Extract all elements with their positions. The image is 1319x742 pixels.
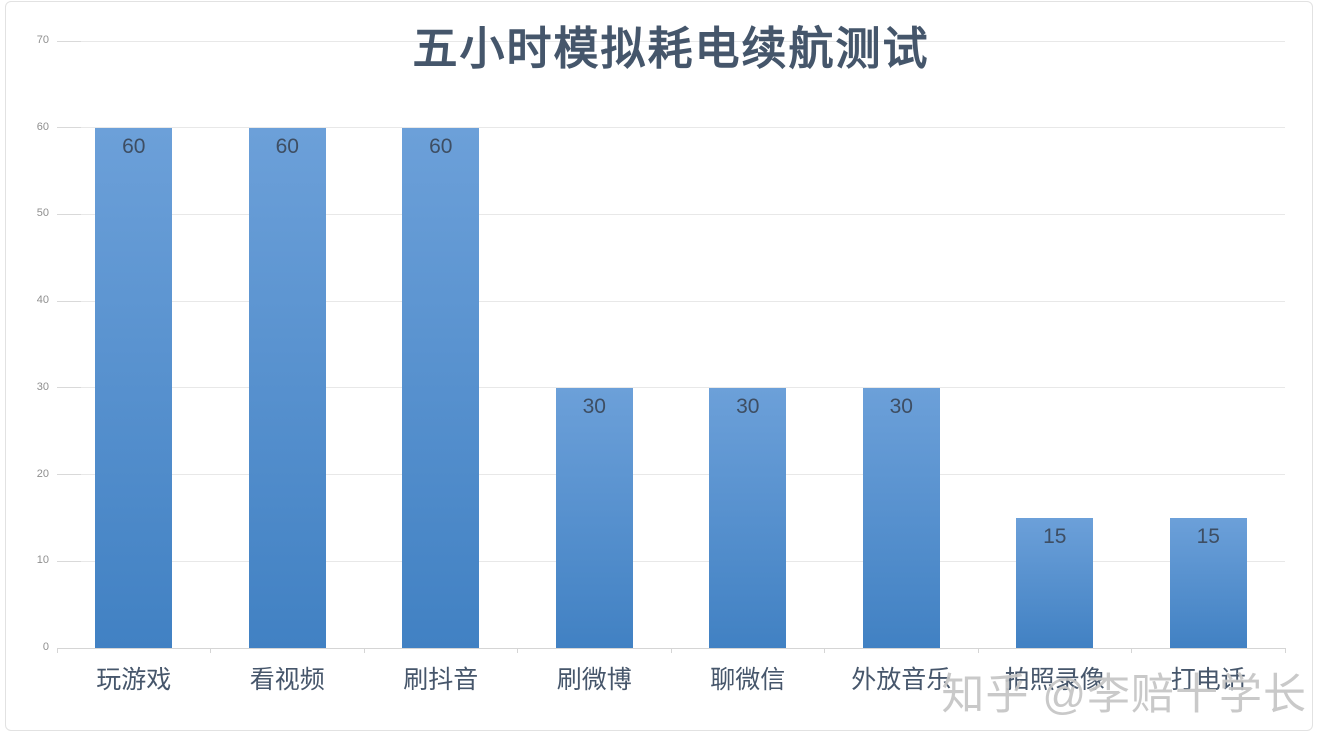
x-axis-category-label: 外放音乐 bbox=[851, 667, 952, 694]
axis-tick-stub bbox=[57, 387, 81, 389]
plot-area: 0 10 20 30 40 50 60 70 60 60 60 30 30 30 15 15 玩游戏 看视频 刷抖音… bbox=[37, 34, 1286, 694]
y-axis-tick-label: 60 bbox=[36, 120, 49, 133]
bar: 60 bbox=[402, 127, 480, 648]
y-axis-tick-label: 10 bbox=[36, 554, 49, 567]
x-axis-category-label: 拍照录像 bbox=[1004, 667, 1105, 694]
bar: 15 bbox=[1016, 517, 1094, 648]
bar: 60 bbox=[248, 127, 326, 648]
bar-value-label: 30 bbox=[582, 394, 606, 418]
y-axis-tick-label: 20 bbox=[36, 467, 49, 480]
y-axis-tick-label: 40 bbox=[36, 294, 49, 307]
axis-tick bbox=[56, 648, 58, 653]
gridline bbox=[57, 213, 1285, 215]
axis-tick bbox=[517, 648, 518, 653]
bar: 30 bbox=[862, 387, 940, 648]
bar: 60 bbox=[95, 127, 173, 648]
x-axis-category-label: 看视频 bbox=[249, 667, 325, 694]
bar-value-label: 30 bbox=[736, 394, 760, 418]
axis-tick bbox=[363, 648, 365, 653]
bar-value-label: 60 bbox=[275, 134, 299, 158]
axis-tick-stub bbox=[57, 300, 81, 302]
x-axis-category-label: 打电话 bbox=[1170, 667, 1246, 694]
bar-value-label: 30 bbox=[889, 394, 913, 418]
bar: 30 bbox=[555, 387, 633, 648]
x-axis-category-label: 玩游戏 bbox=[96, 667, 172, 694]
axis-tick-stub bbox=[57, 560, 81, 562]
axis-tick bbox=[824, 648, 825, 653]
axis-tick-stub bbox=[57, 213, 81, 215]
gridline bbox=[57, 474, 1285, 476]
bar: 15 bbox=[1169, 517, 1247, 648]
gridline bbox=[57, 300, 1285, 302]
y-axis-tick-label: 0 bbox=[42, 641, 49, 653]
bar: 30 bbox=[709, 387, 787, 648]
bar-value-label: 15 bbox=[1043, 524, 1067, 548]
x-axis-baseline bbox=[57, 647, 1285, 649]
chart-title: 五小时模拟耗电续航测试 bbox=[412, 24, 930, 74]
axis-tick-stub bbox=[57, 474, 81, 476]
y-axis-tick-label: 50 bbox=[36, 207, 49, 220]
gridline bbox=[57, 560, 1285, 562]
gridline bbox=[57, 387, 1285, 389]
axis-tick-stub bbox=[57, 40, 81, 42]
watermark: 知乎 @李赔十学长 bbox=[941, 671, 1307, 719]
gridline bbox=[57, 40, 1285, 42]
bar-value-label: 60 bbox=[429, 134, 453, 158]
x-axis-category-label: 聊微信 bbox=[710, 667, 786, 694]
gridline bbox=[57, 127, 1285, 129]
axis-tick bbox=[1284, 648, 1286, 653]
axis-tick bbox=[670, 648, 672, 653]
bar-value-label: 15 bbox=[1196, 524, 1220, 548]
x-axis-category-label: 刷抖音 bbox=[403, 667, 479, 694]
axis-tick bbox=[1131, 648, 1132, 653]
axis-tick-stub bbox=[57, 127, 81, 129]
y-axis-tick-label: 30 bbox=[36, 380, 49, 393]
axis-tick bbox=[977, 648, 979, 653]
axis-tick bbox=[210, 648, 211, 653]
y-axis-tick-label: 70 bbox=[36, 34, 49, 46]
x-axis-category-label: 刷微博 bbox=[556, 667, 632, 694]
bar-value-label: 60 bbox=[122, 134, 146, 158]
